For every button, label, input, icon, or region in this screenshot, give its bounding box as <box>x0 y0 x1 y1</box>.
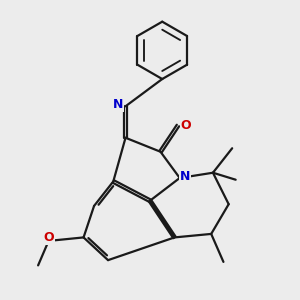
Text: O: O <box>43 231 54 244</box>
Text: N: N <box>112 98 123 111</box>
Text: O: O <box>180 119 191 132</box>
Text: N: N <box>180 170 190 183</box>
